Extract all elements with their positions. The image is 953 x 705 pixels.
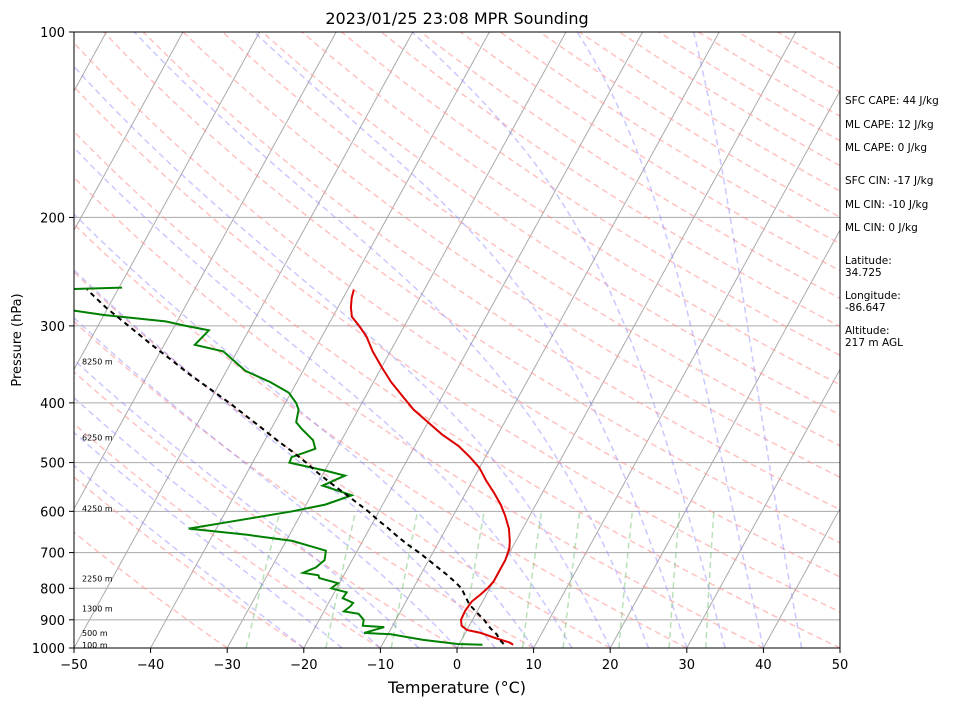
isotherm-line [74,32,414,648]
y-tick-label: 700 [40,547,65,562]
dry-adiabat-line [74,370,458,648]
moist-adiabat-line [133,32,650,648]
mixing-ratio-line [521,511,543,648]
x-tick-label: 0 [453,658,461,673]
isotherm-line [74,32,184,232]
moist-adiabat-line [411,32,726,648]
height-label: 8250 m [82,358,113,367]
dry-adiabat-line [74,176,764,648]
isotherm-line [533,89,840,648]
isotherm-line [686,368,840,648]
ml-cin-text-2: ML CIN: 0 J/kg [845,222,918,234]
isotherm-line [74,32,337,510]
sfc-cin-text: SFC CIN: -17 J/kg [845,175,934,187]
altitude-text: Altitude: 217 m AGL [845,325,903,349]
mixing-ratio-line [618,511,634,648]
height-labels: 100 m 500 m 1300 m 2250 m 4250 m 6250 m 8250 m [82,358,113,650]
dry-adiabat-line [341,32,840,357]
height-label: 500 m [82,629,108,638]
x-tick-label: 50 [832,658,849,673]
dry-adiabat-line [74,320,534,648]
moist-adiabat-line [74,358,420,648]
height-label: 100 m [82,641,108,650]
moist-adiabat-line [74,65,611,648]
isotherm-line [762,507,840,648]
y-tick-label: 1000 [32,642,65,657]
y-tick-label: 500 [40,457,65,472]
mixing-ratio-line [325,511,357,648]
moist-adiabat-line [74,396,381,648]
x-tick-label: 30 [679,658,696,673]
x-tick-label: 20 [602,658,619,673]
moist-adiabat-line [74,146,573,648]
x-tick-label: −50 [60,658,87,673]
longitude-text: Longitude: -86.647 [845,290,901,314]
moist-adiabat-line [253,32,688,648]
dry-adiabat-line [74,85,840,613]
temperature-profile-line [349,289,514,646]
x-tick-label: −20 [290,658,317,673]
moist-adiabat-line [74,213,535,648]
latitude-text: Latitude: 34.725 [845,255,892,279]
dewpoint-profile-line [74,286,483,646]
height-label: 6250 m [82,433,113,442]
ml-cin-text: ML CIN: -10 J/kg [845,199,929,211]
x-tick-label: −30 [213,658,240,673]
mixing-ratio-line [390,511,419,648]
y-tick-label: 200 [40,211,65,226]
moist-adiabat-line [576,32,765,648]
isotherm-line [150,32,490,648]
ml-cape-text: ML CAPE: 12 J/kg [845,119,934,131]
isotherm-line [74,32,261,371]
dry-adiabat-line [74,41,840,578]
y-tick-label: 400 [40,397,65,412]
y-axis: 100 200 300 400 500 600 700 800 900 1000 [32,26,74,657]
x-tick-label: −10 [367,658,394,673]
x-tick-label: 10 [525,658,542,673]
height-label: 1300 m [82,604,113,613]
dry-adiabat-line [74,422,381,648]
y-tick-label: 300 [40,320,65,335]
mixing-ratio-line [460,511,485,648]
parcel-profile-line [86,288,505,645]
x-axis: −50 −40 −30 −20 −10 0 10 20 30 40 50 [60,648,848,673]
dry-adiabat-line [142,32,840,511]
y-axis-title: Pressure (hPa) [10,293,25,386]
data-series [74,286,514,646]
dry-adiabat-line [182,32,840,479]
plot-frame [73,31,841,649]
isotherm-line [226,32,567,648]
ml-cape-text-2: ML CAPE: 0 J/kg [845,142,928,154]
moist-adiabat-line [74,316,458,648]
dry-adiabat-line [74,130,840,648]
dry-adiabat-line [74,531,228,648]
y-tick-label: 900 [40,614,65,629]
y-tick-label: 100 [40,26,65,41]
y-tick-label: 800 [40,582,65,597]
isotherm-line [609,229,840,648]
moist-adiabat-line [692,32,803,648]
sfc-cape-text: SFC CAPE: 44 J/kg [845,95,939,107]
isotherm-line [379,32,720,648]
isotherm-line [303,32,644,648]
background-lines [74,32,840,648]
height-label: 2250 m [82,574,113,583]
mixing-ratio-line [562,511,581,648]
height-label: 4250 m [82,505,113,514]
mixing-ratio-line [245,511,281,648]
y-tick-label: 600 [40,505,65,520]
x-tick-label: −40 [137,658,164,673]
dry-adiabat-line [380,32,840,328]
moist-adiabat-line [74,464,305,648]
x-tick-label: 40 [755,658,772,673]
x-axis-title: Temperature (°C) [387,678,526,697]
chart-title: 2023/01/25 23:08 MPR Sounding [325,9,588,28]
dry-adiabat-line [74,223,688,648]
dry-adiabat-line [103,32,840,544]
dry-adiabat-line [222,32,840,447]
